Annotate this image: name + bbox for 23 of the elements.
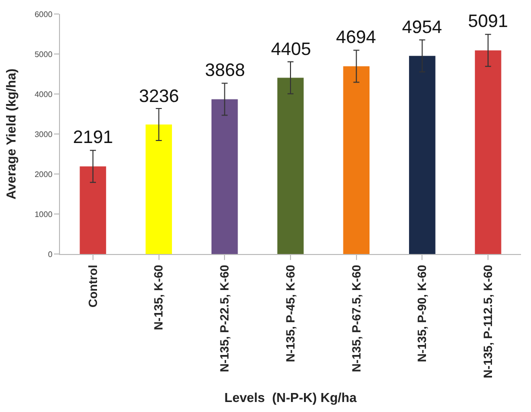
y-tick-label: 6000	[34, 10, 53, 19]
y-tick-label: 0	[48, 250, 53, 259]
x-axis-title: Levels (N-P-K) Kg/ha	[224, 390, 358, 405]
data-label: 4954	[402, 17, 442, 37]
x-tick-label: Control	[86, 264, 100, 308]
y-tick-label: 2000	[34, 170, 53, 179]
y-tick-label: 3000	[34, 130, 53, 139]
x-tick-label: N-135, P-67.5, K-60	[349, 264, 364, 372]
x-tick-label: N-135, K-60	[152, 264, 166, 330]
data-label: 3236	[139, 86, 180, 106]
y-tick-label: 1000	[34, 210, 53, 219]
data-label: 4405	[271, 39, 312, 59]
x-tick-label: N-135, P-112.5, K-60	[480, 264, 495, 378]
data-label: 2191	[73, 127, 114, 147]
x-tick-label: N-135, P-45, K-60	[283, 264, 298, 362]
x-tick-label: N-135, P-90, K-60	[415, 264, 430, 362]
data-label: 3868	[205, 60, 246, 80]
x-tick-label: N-135, P-22.5, K-60	[218, 264, 232, 372]
y-axis-title: Average Yield (kg/ha)	[4, 68, 19, 200]
data-label: 4694	[336, 27, 376, 47]
y-tick-label: 5000	[34, 50, 53, 59]
data-label: 5091	[468, 11, 508, 31]
y-tick-label: 4000	[34, 90, 53, 99]
